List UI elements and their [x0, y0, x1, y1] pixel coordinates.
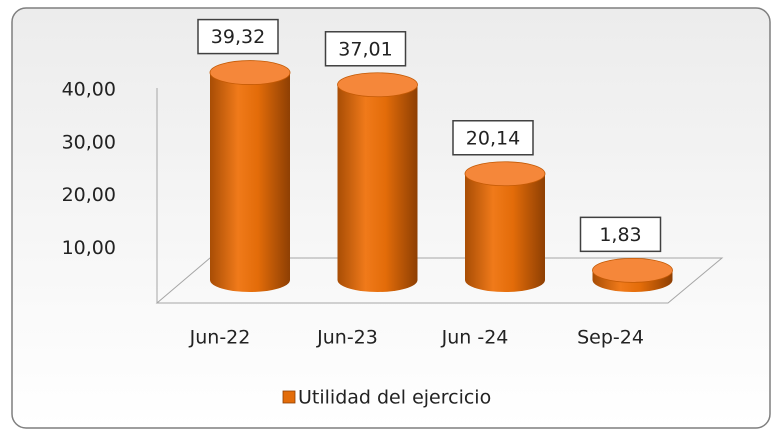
y-tick-label: 30,00: [62, 131, 116, 153]
data-label-box: [452, 120, 534, 156]
cylinder-top: [337, 72, 418, 98]
data-label-box: [579, 216, 662, 253]
y-tick-label: 40,00: [62, 79, 116, 101]
data-label: 39,32: [211, 26, 265, 48]
legend-label: Utilidad del ejercicio: [298, 387, 491, 409]
x-tick-label: Jun-22: [189, 327, 251, 349]
cylinder-top: [592, 257, 673, 283]
cylinder-body: [465, 173, 545, 292]
cylinder-body: [210, 72, 290, 292]
cylinder-top: [464, 161, 546, 187]
legend-swatch: [282, 390, 296, 404]
y-tick-label: 10,00: [62, 237, 116, 259]
x-tick-label: Jun -24: [441, 327, 509, 349]
y-tick-label: 20,00: [62, 184, 116, 206]
floor: [155, 257, 724, 304]
x-tick-label: Jun-23: [316, 327, 378, 349]
cylinder-top: [209, 60, 291, 85]
data-label: 37,01: [338, 38, 392, 60]
data-label-box: [197, 18, 279, 55]
x-tick-label: Sep-24: [577, 327, 644, 349]
data-label: 1,83: [599, 224, 641, 246]
data-label: 20,14: [466, 127, 520, 149]
data-label-box: [324, 31, 407, 67]
cylinder-body: [337, 84, 418, 292]
